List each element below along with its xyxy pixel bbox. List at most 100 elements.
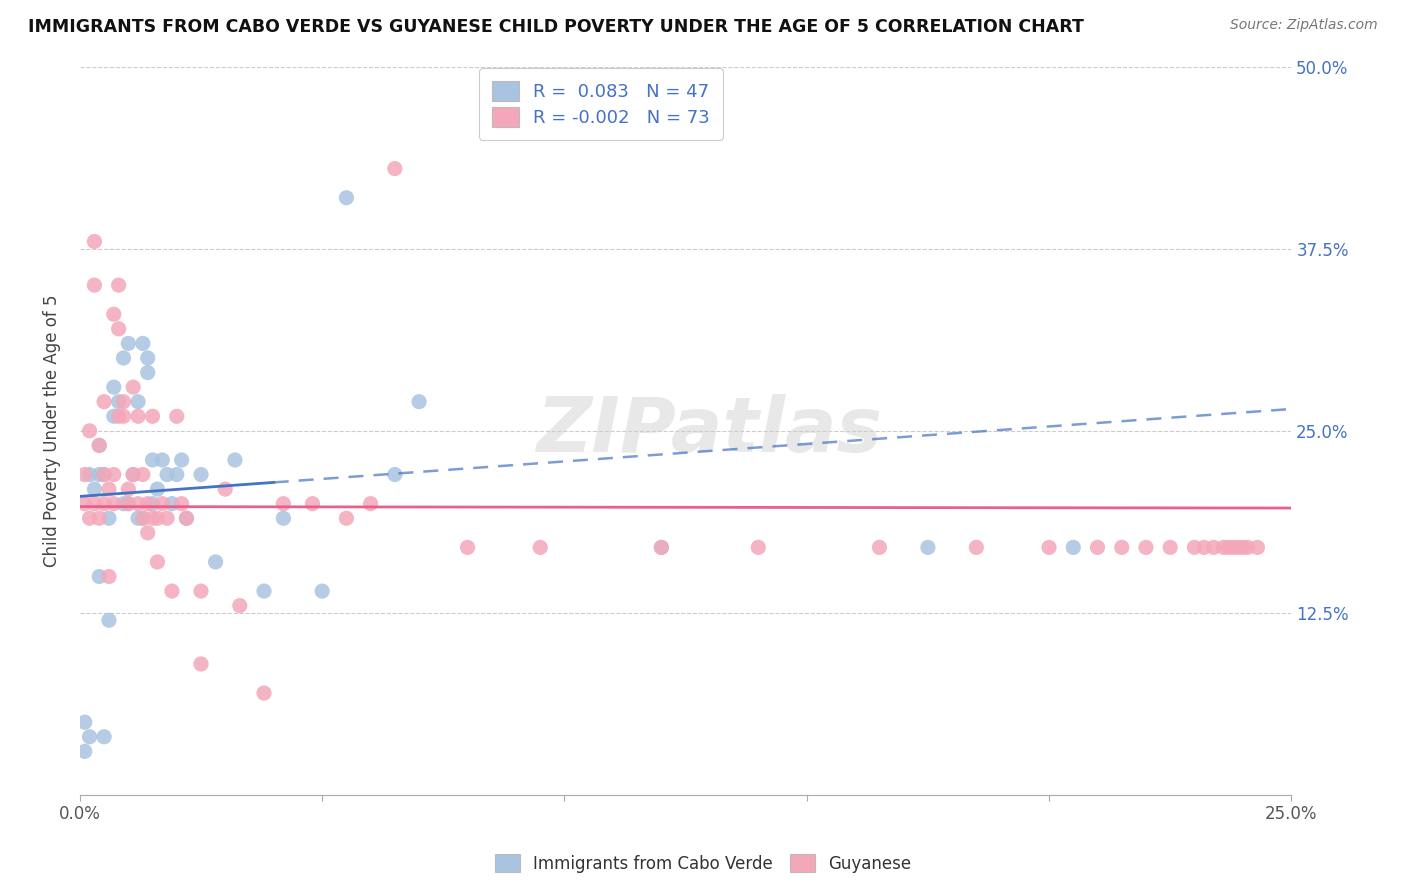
Point (107, 278, 129, 293)
Point (83, 497, 105, 511)
Point (89, 467, 111, 482)
Point (335, 191, 357, 205)
Point (1236, 541, 1258, 555)
Point (127, 409, 149, 424)
Point (335, 511, 357, 525)
Point (132, 467, 155, 482)
Point (301, 497, 323, 511)
Point (360, 497, 382, 511)
Point (229, 599, 252, 613)
Point (650, 541, 672, 555)
Point (146, 511, 169, 525)
Point (73, 715, 96, 730)
Point (166, 409, 188, 424)
Point (79, 730, 101, 744)
Point (79, 511, 101, 525)
Point (1246, 541, 1268, 555)
Point (1218, 541, 1240, 555)
Point (457, 541, 479, 555)
Point (529, 541, 551, 555)
Point (117, 497, 139, 511)
Point (204, 555, 226, 569)
Point (97, 511, 120, 525)
Point (1222, 541, 1244, 555)
Point (136, 366, 159, 380)
Point (142, 511, 165, 525)
Point (190, 584, 212, 599)
Point (176, 511, 198, 525)
Point (146, 482, 169, 496)
Point (1111, 541, 1133, 555)
Point (112, 351, 135, 365)
Point (273, 497, 295, 511)
Point (142, 409, 165, 424)
Point (384, 467, 406, 482)
Point (73, 497, 96, 511)
Point (89, 438, 111, 452)
Point (93, 730, 115, 744)
Point (917, 541, 939, 555)
Point (1192, 541, 1215, 555)
Point (142, 497, 165, 511)
Point (112, 394, 135, 409)
Point (176, 511, 198, 525)
Point (214, 482, 236, 496)
Point (408, 394, 430, 409)
Point (79, 424, 101, 438)
Point (1184, 541, 1206, 555)
Point (103, 409, 125, 424)
Point (1038, 541, 1060, 555)
Point (73, 744, 96, 758)
Point (146, 555, 169, 569)
Point (170, 497, 193, 511)
Point (83, 278, 105, 293)
Point (1227, 541, 1250, 555)
Point (127, 394, 149, 409)
Point (122, 380, 145, 394)
Point (97, 613, 120, 627)
Legend: R =  0.083   N = 47, R = -0.002   N = 73: R = 0.083 N = 47, R = -0.002 N = 73 (479, 69, 723, 140)
Point (107, 409, 129, 424)
Point (107, 322, 129, 336)
Point (93, 394, 115, 409)
Point (122, 467, 145, 482)
Point (112, 497, 135, 511)
Point (107, 394, 129, 409)
Point (190, 467, 212, 482)
Point (79, 467, 101, 482)
Point (160, 497, 183, 511)
Point (83, 235, 105, 249)
Point (103, 380, 125, 394)
Point (132, 511, 155, 525)
Point (83, 482, 105, 496)
Point (136, 525, 159, 540)
Point (103, 307, 125, 321)
Point (127, 511, 149, 525)
Point (650, 541, 672, 555)
Point (93, 467, 115, 482)
Point (190, 657, 212, 671)
Point (136, 351, 159, 365)
Point (273, 511, 295, 525)
Text: IMMIGRANTS FROM CABO VERDE VS GUYANESE CHILD POVERTY UNDER THE AGE OF 5 CORRELAT: IMMIGRANTS FROM CABO VERDE VS GUYANESE C… (28, 18, 1084, 36)
Point (93, 497, 115, 511)
Point (132, 511, 155, 525)
Point (103, 467, 125, 482)
Point (89, 511, 111, 525)
Point (150, 453, 173, 467)
Point (166, 467, 188, 482)
Point (156, 511, 179, 525)
Point (73, 467, 96, 482)
Point (97, 569, 120, 583)
Point (1232, 541, 1254, 555)
Point (1087, 541, 1109, 555)
Point (132, 336, 155, 351)
Point (1135, 541, 1157, 555)
Point (112, 409, 135, 424)
Point (160, 584, 183, 599)
Point (156, 467, 179, 482)
Point (384, 161, 406, 176)
Text: ZIPatlas: ZIPatlas (537, 394, 883, 467)
Point (1062, 541, 1084, 555)
Point (89, 569, 111, 583)
